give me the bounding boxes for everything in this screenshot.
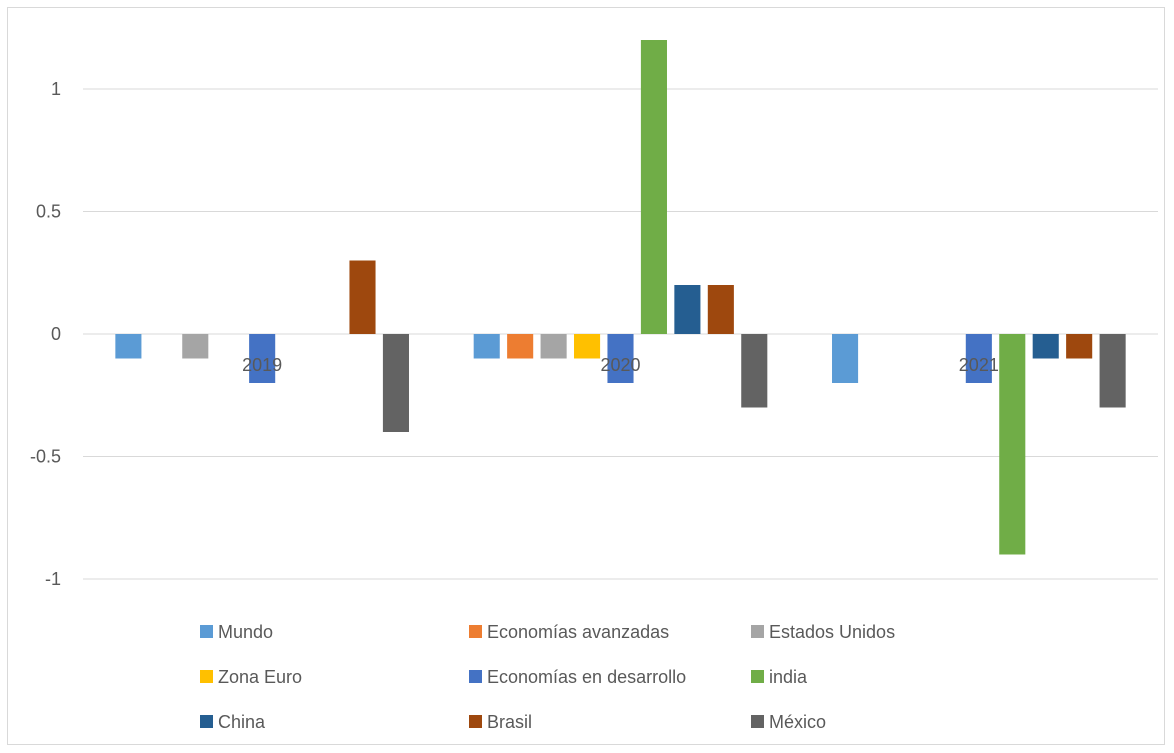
legend: Mundo Economías avanzadas Estados Unidos Zo… <box>200 622 895 732</box>
y-axis-ticks: 1 0.5 0 -0.5 -1 <box>30 79 61 589</box>
bar-economias-en-desarrollo-2021 <box>965 334 992 383</box>
bar-economias-en-desarrollo-2020 <box>607 334 634 383</box>
category-label-2020: 2020 <box>600 355 640 375</box>
legend-item-estados-unidos: Estados Unidos <box>751 622 895 642</box>
bar-mexico-2020 <box>741 334 768 408</box>
chart-area: 1 0.5 0 -0.5 -1 2019 2020 2021 Mundo Economías … <box>7 7 1165 745</box>
y-tick-label: -0.5 <box>30 447 61 467</box>
bar-mexico-2019 <box>382 334 409 432</box>
bar-brasil-2019 <box>349 260 376 334</box>
legend-item-mundo: Mundo <box>200 622 273 642</box>
legend-item-economias-en-desarrollo: Economías en desarrollo <box>469 667 686 687</box>
y-tick-label: 0.5 <box>36 202 61 222</box>
bar-india-2021 <box>999 334 1026 555</box>
y-tick-label: 1 <box>51 79 61 99</box>
bar-zona-euro-2020 <box>574 334 601 359</box>
legend-swatch <box>751 625 764 638</box>
category-label-2021: 2021 <box>959 355 999 375</box>
legend-label: Mundo <box>218 622 273 642</box>
bar-india-2020 <box>640 40 667 334</box>
bar-chart: 1 0.5 0 -0.5 -1 2019 2020 2021 Mundo Economías … <box>30 40 1158 732</box>
legend-swatch <box>751 715 764 728</box>
bar-mexico-2021 <box>1099 334 1126 408</box>
legend-item-mexico: México <box>751 712 826 732</box>
bar-china-2021 <box>1032 334 1059 359</box>
bar-mundo-2020 <box>473 334 500 359</box>
legend-item-china: China <box>200 712 266 732</box>
legend-swatch <box>469 715 482 728</box>
legend-label: Zona Euro <box>218 667 302 687</box>
legend-swatch <box>200 670 213 683</box>
bar-mundo-2019 <box>115 334 142 359</box>
legend-label: Economías avanzadas <box>487 622 669 642</box>
bar-estados-unidos-2020 <box>540 334 567 359</box>
bar-brasil-2020 <box>707 285 734 334</box>
legend-label: México <box>769 712 826 732</box>
legend-label: Estados Unidos <box>769 622 895 642</box>
bar-china-2020 <box>674 285 701 334</box>
legend-item-brasil: Brasil <box>469 712 532 732</box>
legend-label: india <box>769 667 808 687</box>
legend-swatch <box>751 670 764 683</box>
legend-swatch <box>469 670 482 683</box>
bar-economias-en-desarrollo-2019 <box>249 334 276 383</box>
y-tick-label: 0 <box>51 324 61 344</box>
bar-estados-unidos-2019 <box>182 334 209 359</box>
legend-swatch <box>200 715 213 728</box>
legend-item-india: india <box>751 667 808 687</box>
legend-label: Brasil <box>487 712 532 732</box>
category-label-2019: 2019 <box>242 355 282 375</box>
legend-swatch <box>200 625 213 638</box>
legend-label: China <box>218 712 266 732</box>
legend-label: Economías en desarrollo <box>487 667 686 687</box>
legend-item-economias-avanzadas: Economías avanzadas <box>469 622 669 642</box>
bar-economias-avanzadas-2020 <box>507 334 534 359</box>
bars <box>115 40 1126 555</box>
y-tick-label: -1 <box>45 569 61 589</box>
bar-mundo-2021 <box>832 334 859 383</box>
legend-swatch <box>469 625 482 638</box>
legend-item-zona-euro: Zona Euro <box>200 667 302 687</box>
category-labels: 2019 2020 2021 <box>242 355 999 375</box>
bar-brasil-2021 <box>1066 334 1093 359</box>
